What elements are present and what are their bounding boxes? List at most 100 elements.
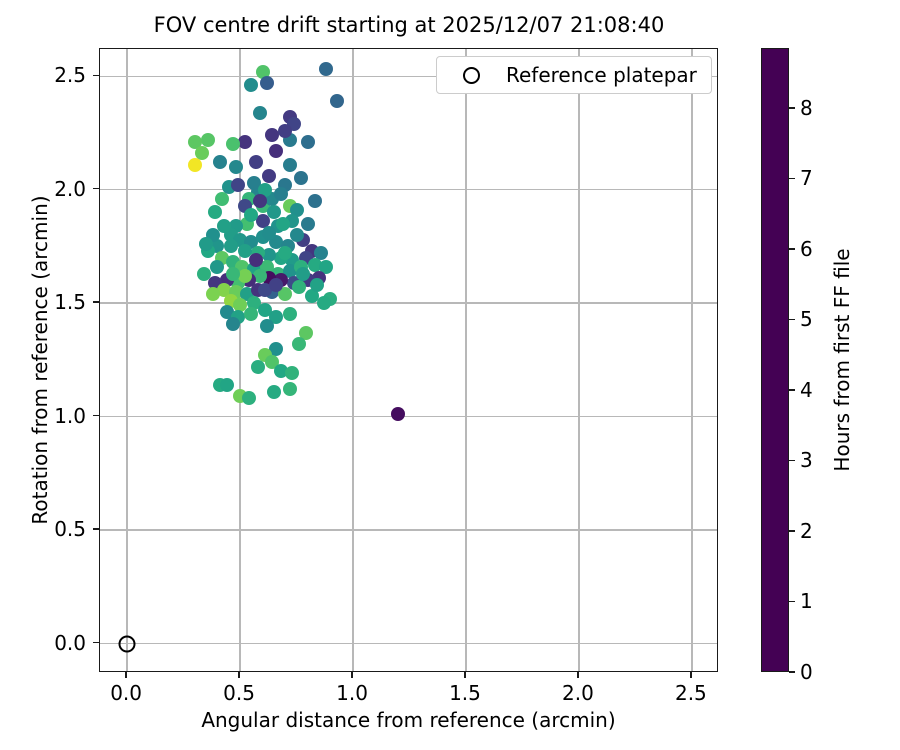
y-tick-mark-2.5: [93, 74, 99, 76]
scatter-point: [269, 309, 284, 324]
x-tick-label-1.5: 1.5: [449, 681, 481, 705]
colorbar-tick-mark-5: [789, 318, 795, 321]
gridline-horizontal-0.0: [100, 642, 717, 645]
scatter-point: [273, 364, 288, 379]
scatter-point: [262, 225, 277, 240]
scatter-point: [269, 341, 284, 356]
scatter-point: [224, 239, 239, 254]
x-tick-mark-1.0: [351, 672, 353, 678]
x-axis-label: Angular distance from reference (arcmin): [201, 708, 616, 732]
y-tick-mark-1.0: [93, 414, 99, 417]
legend-reference-circle-icon: [463, 66, 480, 84]
colorbar-tick-mark-7: [789, 177, 795, 180]
gridline-vertical-2.5: [691, 49, 693, 671]
scatter-point: [257, 282, 272, 297]
scatter-point: [194, 146, 209, 161]
scatter-point: [212, 155, 227, 170]
scatter-point: [253, 268, 268, 283]
scatter-point: [391, 407, 406, 422]
x-tick-label-0.5: 0.5: [223, 681, 255, 705]
scatter-point: [291, 336, 306, 351]
scatter-point: [278, 246, 293, 261]
scatter-point: [300, 216, 315, 231]
scatter-point: [282, 307, 297, 322]
x-tick-mark-0.0: [125, 672, 127, 678]
colorbar: [761, 48, 789, 672]
scatter-point: [255, 214, 270, 229]
scatter-point: [237, 268, 252, 283]
gridline-vertical-1.5: [465, 49, 467, 671]
legend-entry-label: Reference platepar: [506, 63, 697, 87]
scatter-point: [269, 144, 284, 159]
x-tick-mark-2.0: [577, 672, 579, 678]
scatter-point: [217, 218, 232, 233]
scatter-point: [298, 325, 313, 340]
scatter-point: [257, 302, 272, 317]
scatter-point: [282, 157, 297, 172]
x-tick-label-1.0: 1.0: [336, 681, 368, 705]
scatter-point: [260, 318, 275, 333]
colorbar-tick-label-3: 3: [800, 448, 813, 473]
scatter-point: [282, 264, 297, 279]
scatter-point: [257, 182, 272, 197]
scatter-point: [309, 277, 324, 292]
colorbar-gradient: [762, 49, 788, 671]
scatter-point: [269, 277, 284, 292]
scatter-point: [275, 216, 290, 231]
scatter-point: [228, 159, 243, 174]
gridline-horizontal-2.0: [100, 188, 717, 191]
plot-area: [99, 48, 718, 672]
scatter-point: [248, 253, 263, 268]
y-tick-label-0.5: 0.5: [54, 517, 86, 542]
scatter-point: [201, 132, 216, 147]
scatter-point: [219, 305, 234, 320]
scatter-point: [266, 205, 281, 220]
scatter-point: [278, 287, 293, 302]
scatter-point: [237, 135, 252, 150]
scatter-point: [242, 391, 257, 406]
scatter-point: [226, 137, 241, 152]
gridline-vertical-0.5: [239, 49, 241, 671]
scatter-point: [248, 155, 263, 170]
gridline-vertical-0.0: [126, 49, 128, 671]
y-tick-label-0.0: 0.0: [54, 630, 86, 655]
gridline-vertical-2.0: [578, 49, 580, 671]
scatter-point: [246, 175, 261, 190]
colorbar-tick-mark-1: [789, 600, 795, 603]
colorbar-tick-label-5: 5: [800, 307, 813, 332]
chart-legend[interactable]: Reference platepar: [436, 56, 712, 94]
scatter-point: [199, 237, 214, 252]
chart-title: FOV centre drift starting at 2025/12/07 …: [153, 13, 665, 37]
scatter-point: [260, 76, 275, 91]
scatter-point: [217, 282, 232, 297]
scatter-point: [253, 105, 268, 120]
scatter-point: [210, 259, 225, 274]
y-tick-mark-0.0: [93, 641, 99, 644]
scatter-point: [305, 289, 320, 304]
scatter-point: [289, 228, 304, 243]
scatter-point: [273, 187, 288, 202]
scatter-point: [294, 171, 309, 186]
scatter-point: [196, 266, 211, 281]
scatter-point: [285, 366, 300, 381]
colorbar-tick-label-4: 4: [800, 377, 813, 402]
colorbar-tick-mark-4: [789, 389, 795, 391]
scatter-point: [314, 246, 329, 261]
colorbar-tick-label-1: 1: [800, 589, 813, 614]
y-tick-label-2.0: 2.0: [54, 176, 86, 201]
scatter-point: [237, 243, 252, 258]
scatter-point: [289, 203, 304, 218]
scatter-point: [230, 178, 245, 193]
colorbar-tick-mark-3: [789, 459, 795, 462]
colorbar-tick-label-0: 0: [800, 660, 813, 684]
scatter-point: [253, 194, 268, 209]
scatter-point: [255, 64, 270, 79]
scatter-point: [214, 191, 229, 206]
scatter-point: [187, 157, 202, 172]
x-tick-label-0.0: 0.0: [110, 681, 143, 705]
scatter-point: [244, 307, 259, 322]
scatter-point: [226, 266, 241, 281]
x-tick-label-2.5: 2.5: [674, 681, 707, 705]
scatter-point: [205, 287, 220, 302]
